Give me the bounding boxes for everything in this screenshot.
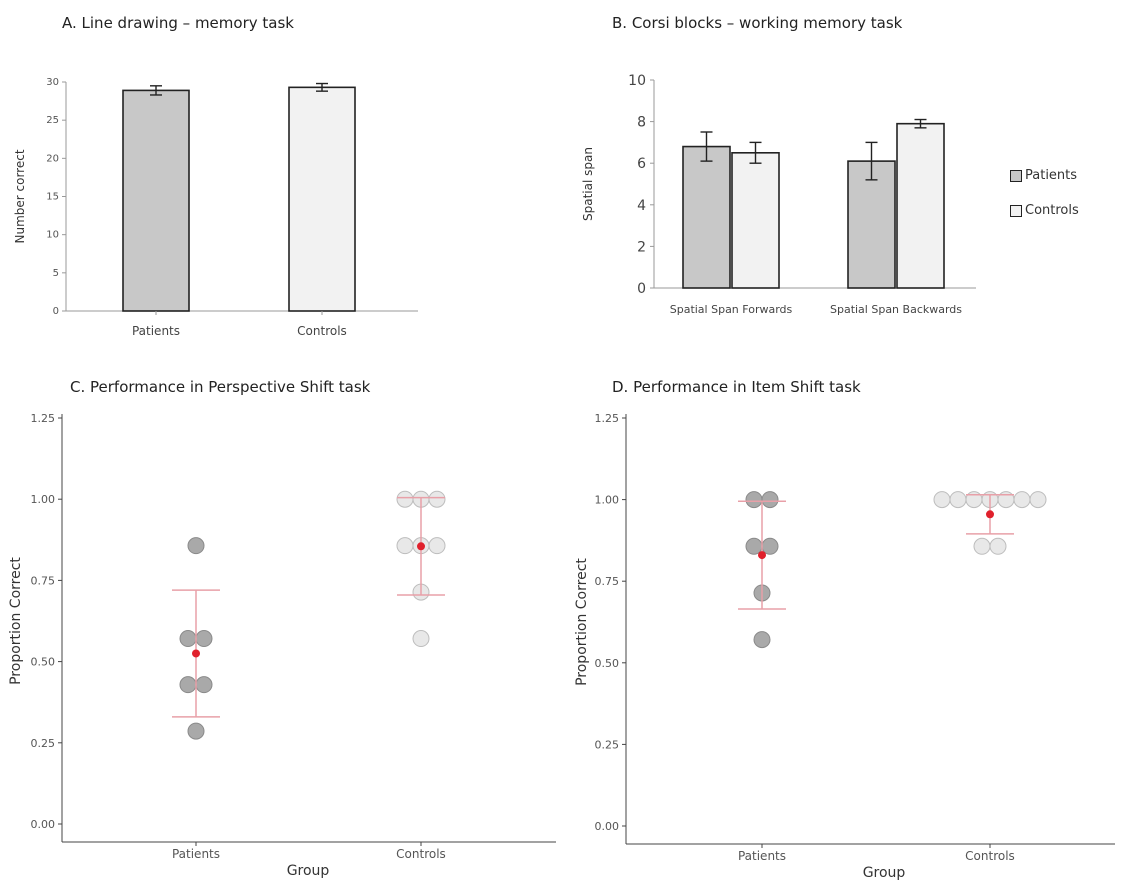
- panel-a-y-tick-label: 30: [46, 77, 59, 88]
- panel-b-x-tick-label: Spatial Span Forwards: [670, 303, 793, 316]
- panel-a-y-tick-label: 25: [46, 115, 59, 126]
- panel-c-y-tick-label: 0.00: [31, 818, 56, 831]
- panel-c-data-point: [195, 676, 213, 694]
- panel-c-data-point: [187, 537, 205, 555]
- panel-c-y-tick-label: 1.00: [31, 493, 56, 506]
- panel-d-data-point: [761, 491, 779, 509]
- panel-b-y-tick-label: 10: [628, 73, 646, 89]
- panel-c-y-axis-label: Proportion Correct: [8, 557, 24, 685]
- panel-b-x-tick-label: Spatial Span Backwards: [830, 303, 962, 316]
- panel-d-data-point: [1013, 491, 1031, 509]
- panel-d-data-point: [745, 537, 763, 555]
- panel-d-data-point: [745, 491, 763, 509]
- panel-d-data-point: [761, 537, 779, 555]
- panel-b-bar-patients: [682, 145, 731, 289]
- panel-b-bar-controls: [896, 122, 945, 289]
- panel-d-data-point: [949, 491, 967, 509]
- panel-b-y-tick-label: 8: [637, 115, 646, 131]
- panel-a-y-tick-label: 20: [46, 153, 59, 164]
- panel-c-data-point: [428, 490, 446, 508]
- panel-c-y-tick-label: 0.50: [31, 656, 56, 669]
- panel-b-title: B. Corsi blocks – working memory task: [612, 14, 903, 32]
- panel-a-y-tick-label: 15: [46, 192, 59, 203]
- panel-a-y-axis-label: Number correct: [13, 149, 27, 243]
- panel-d-x-tick-label: Patients: [738, 849, 786, 863]
- panel-a-y-tick-label: 0: [53, 306, 59, 317]
- panel-c-data-point: [396, 490, 414, 508]
- panel-d-data-point: [989, 537, 1007, 555]
- panel-c-y-tick-label: 1.25: [31, 412, 56, 425]
- panel-a-title: A. Line drawing – memory task: [62, 14, 294, 32]
- panel-d-title: D. Performance in Item Shift task: [612, 378, 861, 396]
- panel-a-x-tick-label: Controls: [297, 324, 347, 338]
- panel-c-data-point: [179, 676, 197, 694]
- panel-b-y-tick-label: 0: [637, 281, 646, 297]
- panel-b-y-axis-label: Spatial span: [581, 147, 595, 221]
- panel-d-y-tick-label: 0.00: [595, 820, 620, 833]
- panel-d-y-axis-label: Proportion Correct: [574, 558, 590, 686]
- panel-d-mean-point: [758, 551, 766, 560]
- panel-d-data-point: [753, 631, 771, 649]
- panel-a-x-tick-label: Patients: [132, 324, 180, 338]
- panel-a-y-tick-label: 5: [53, 268, 59, 279]
- legend-controls: Controls: [1010, 203, 1079, 218]
- panel-d-x-tick-label: Controls: [965, 849, 1015, 863]
- panel-c-data-point: [187, 722, 205, 740]
- panel-c-data-point: [179, 630, 197, 648]
- panel-b-bar-controls: [731, 152, 780, 289]
- panel-c-data-point: [428, 537, 446, 555]
- legend-patients-label: Patients: [1025, 168, 1078, 183]
- legend-patients: Patients: [1010, 168, 1077, 183]
- panel-c-x-tick-label: Patients: [172, 847, 220, 861]
- panel-b-bar-patients: [847, 160, 896, 289]
- panel-b-y-tick-label: 2: [637, 239, 646, 255]
- panel-d-y-tick-label: 0.25: [595, 738, 620, 751]
- panel-c-y-tick-label: 0.75: [31, 574, 56, 587]
- legend-controls-swatch: [1010, 204, 1022, 217]
- panel-a-bar-controls: [288, 86, 356, 312]
- panel-d-y-tick-label: 1.25: [595, 412, 620, 425]
- panel-a-y-tick-label: 10: [46, 230, 59, 241]
- panel-d-x-axis-label: Group: [863, 865, 906, 881]
- panel-d-y-tick-label: 0.75: [595, 575, 620, 588]
- panel-a-bar-patients: [122, 89, 190, 312]
- panel-c-title: C. Performance in Perspective Shift task: [70, 378, 371, 396]
- panel-c-data-point: [396, 537, 414, 555]
- panel-d-y-tick-label: 0.50: [595, 657, 620, 670]
- panel-d-mean-point: [986, 510, 994, 519]
- panel-d-data-point: [933, 491, 951, 509]
- panel-d-data-point: [973, 537, 991, 555]
- panel-c-mean-point: [192, 649, 200, 658]
- panel-d-y-tick-label: 1.00: [595, 494, 620, 507]
- panel-c-mean-point: [417, 542, 425, 551]
- panel-c-data-point: [412, 630, 430, 648]
- legend-controls-label: Controls: [1025, 203, 1079, 218]
- panel-b-y-tick-label: 4: [637, 198, 646, 214]
- panel-c-data-point: [195, 630, 213, 648]
- panel-c-y-tick-label: 0.25: [31, 737, 56, 750]
- legend-patients-swatch: [1010, 169, 1022, 182]
- panel-c-x-axis-label: Group: [287, 863, 330, 879]
- panel-b-y-tick-label: 6: [637, 156, 646, 172]
- panel-d-data-point: [1029, 491, 1047, 509]
- panel-c-x-tick-label: Controls: [396, 847, 446, 861]
